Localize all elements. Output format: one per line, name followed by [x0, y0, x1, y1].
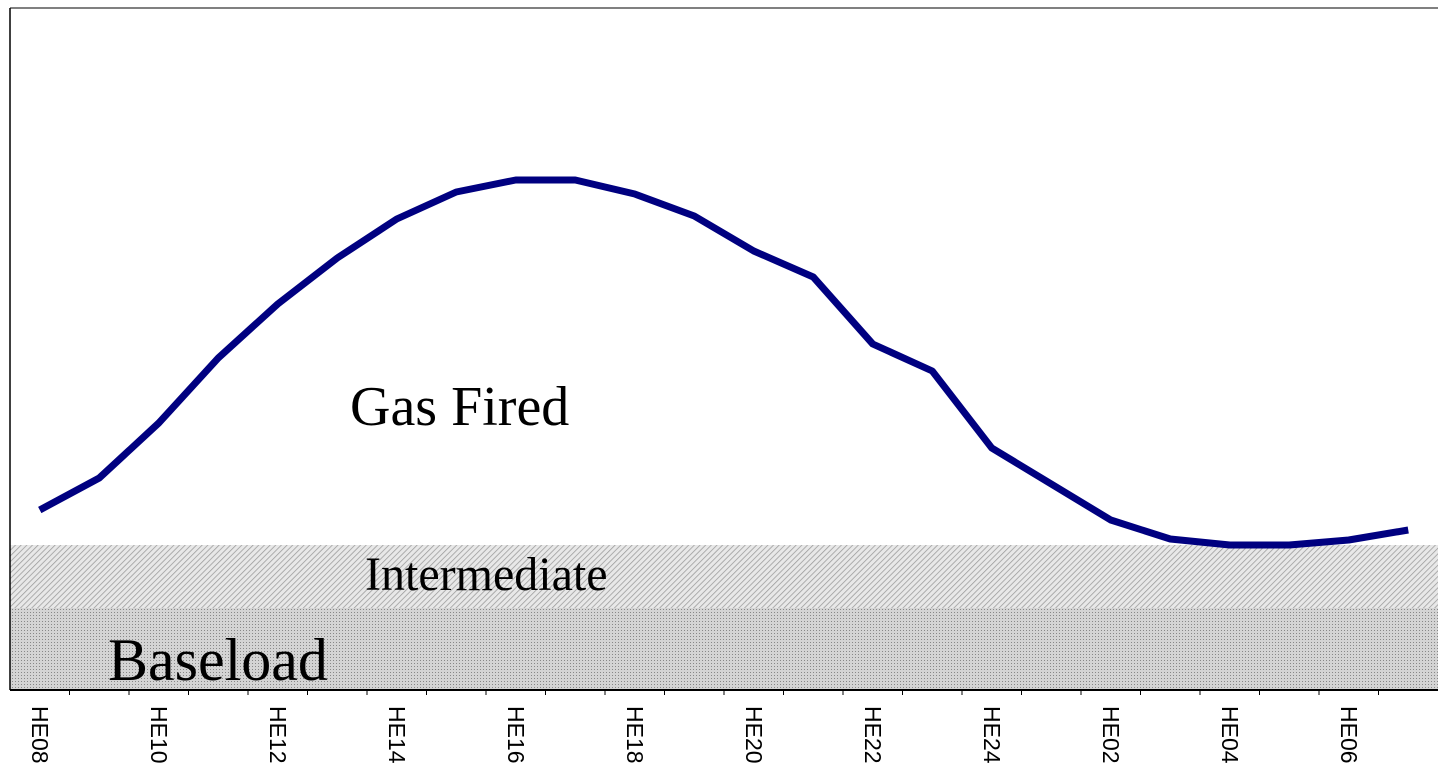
band	[10, 545, 1438, 608]
x-tick-label: HE24	[979, 706, 1005, 764]
x-tick-label: HE18	[622, 706, 648, 764]
x-tick-label: HE10	[146, 706, 172, 764]
band-label: Baseload	[108, 627, 328, 693]
x-tick-label: HE02	[1098, 706, 1124, 764]
x-tick-label: HE20	[741, 706, 767, 764]
x-tick-label: HE12	[265, 706, 291, 764]
x-tick-label: HE08	[27, 706, 53, 764]
band	[10, 608, 1438, 690]
annotation: Gas Fired	[350, 376, 569, 438]
x-tick-label: HE06	[1336, 706, 1362, 764]
line	[38, 176, 1409, 549]
x-tick-label: HE14	[384, 706, 410, 764]
band-label: Intermediate	[365, 548, 608, 601]
x-tick-label: HE04	[1217, 706, 1243, 764]
x-tick-label: HE16	[503, 706, 529, 764]
x-tick-label: HE22	[860, 706, 886, 764]
